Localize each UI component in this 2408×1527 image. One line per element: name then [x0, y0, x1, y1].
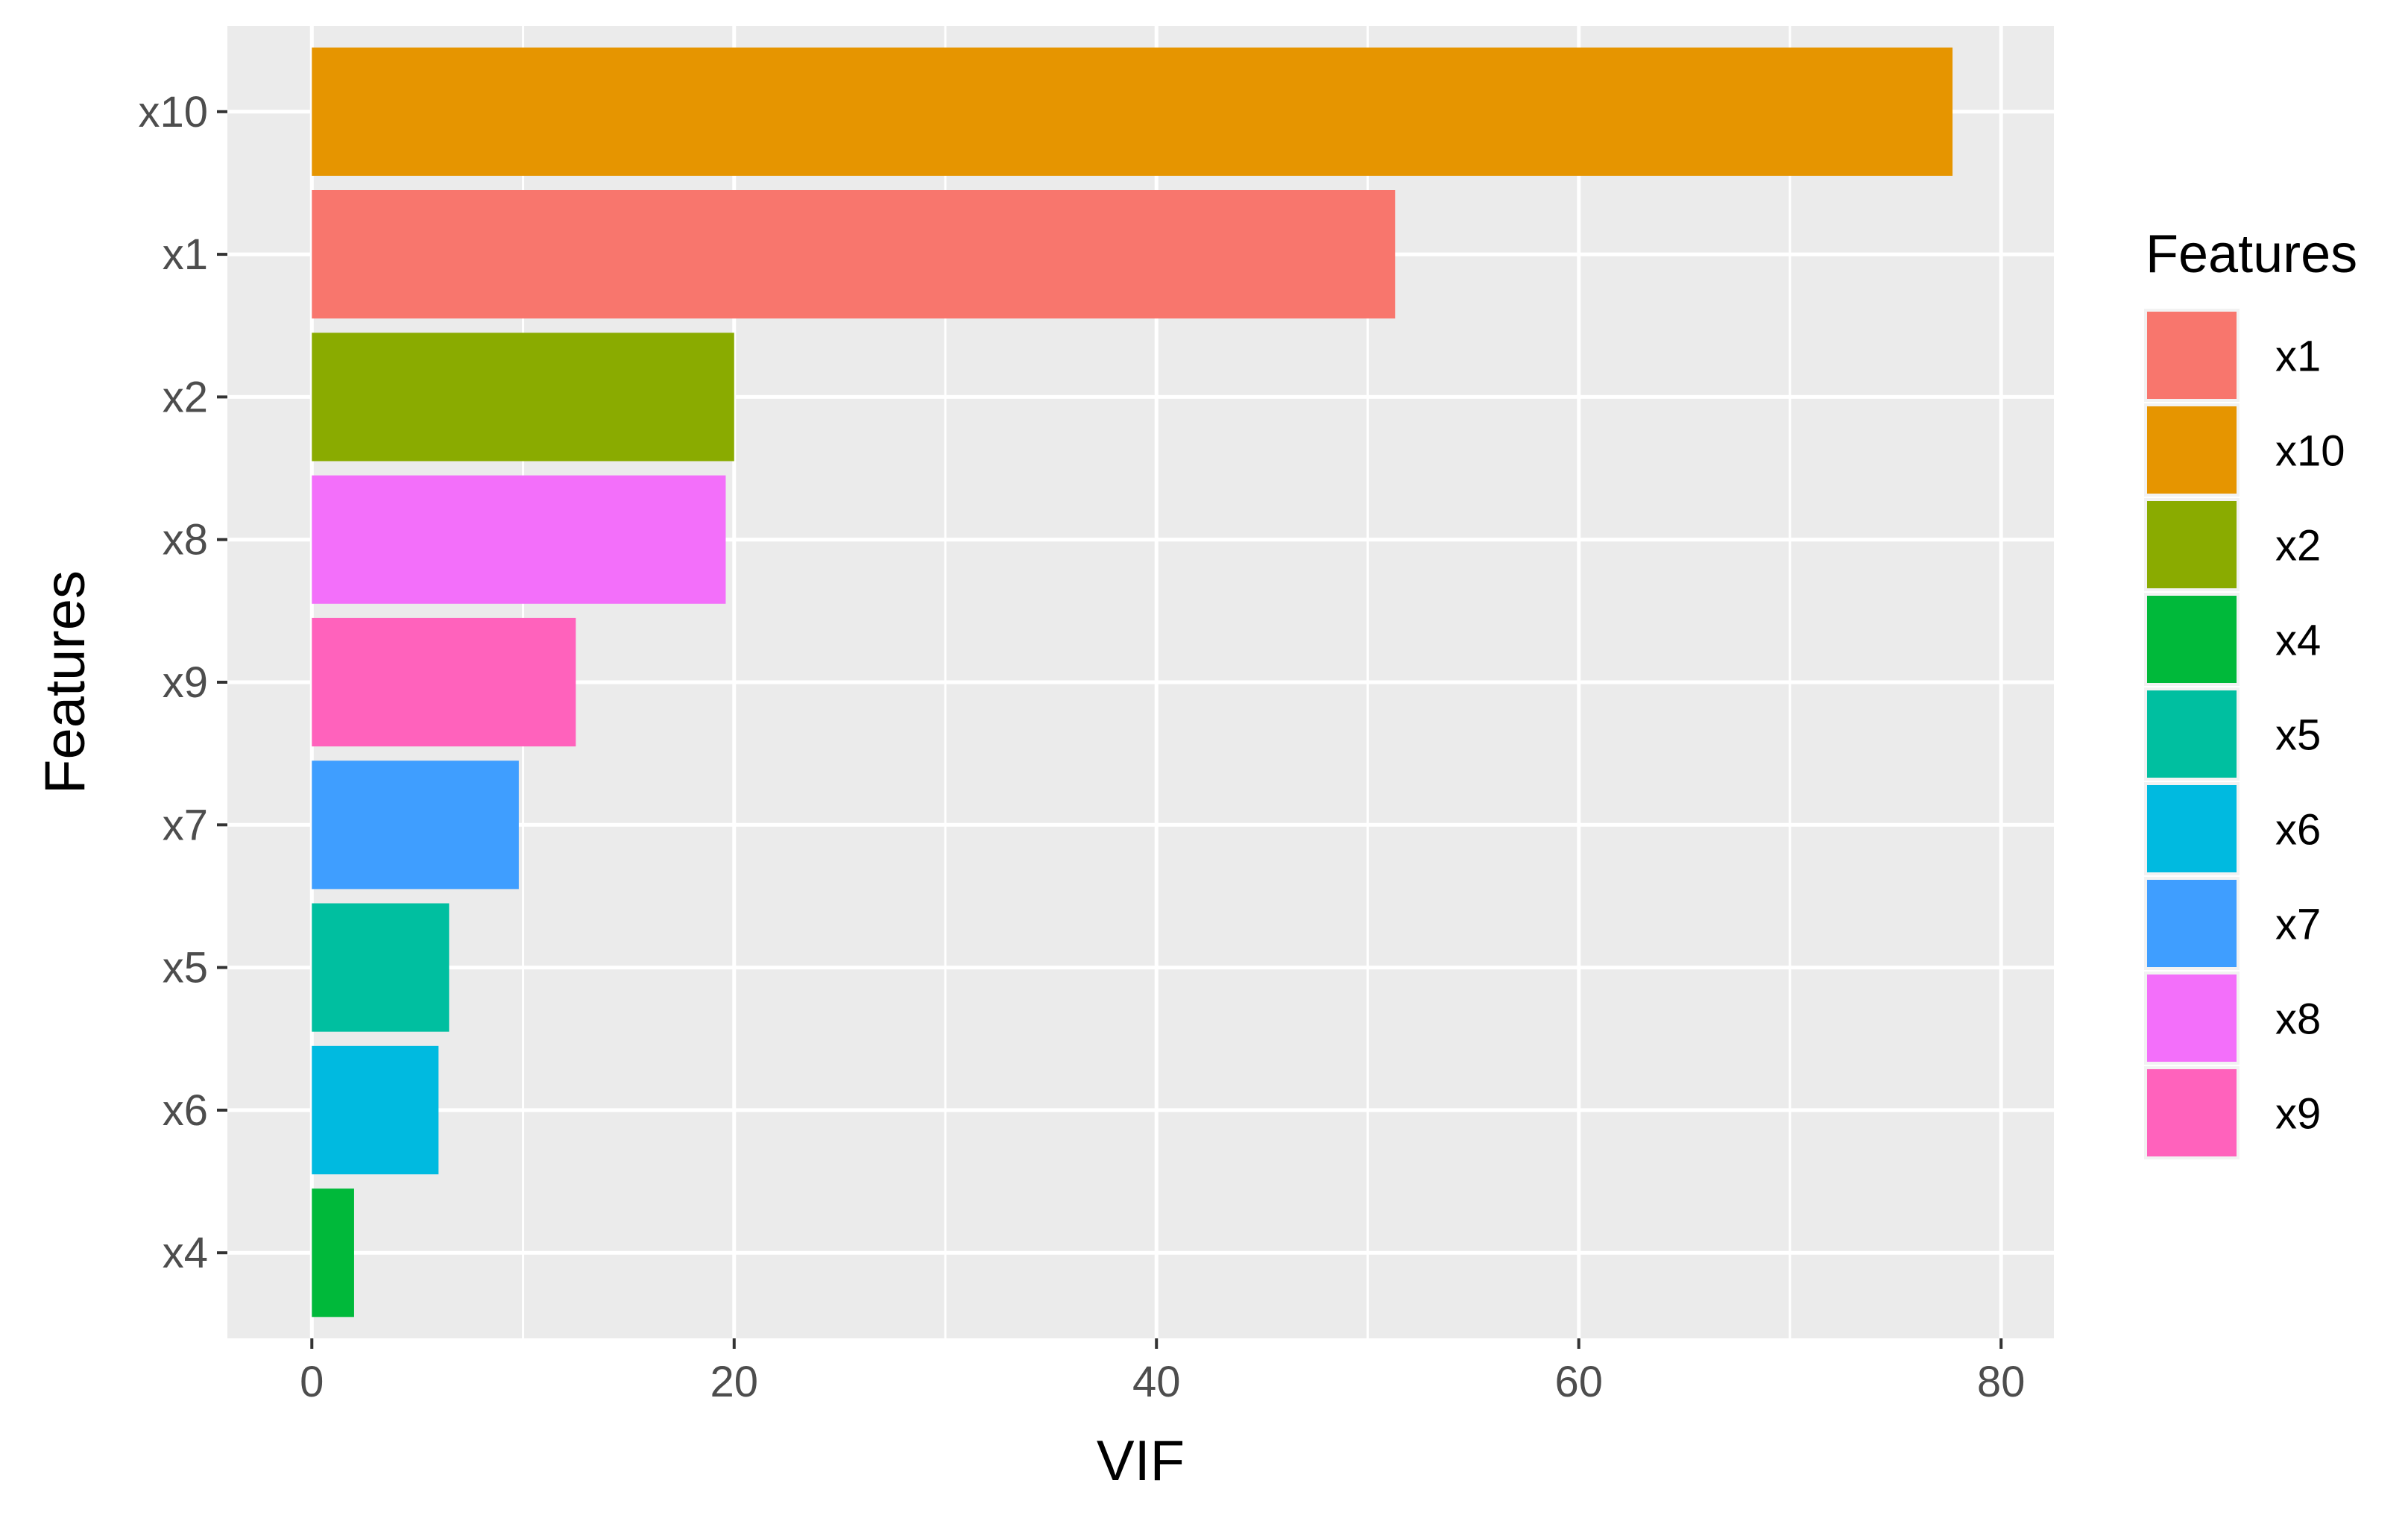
x-tick-label: 60 — [1554, 1358, 1603, 1406]
legend-label: x10 — [2275, 427, 2345, 476]
bar-x4 — [312, 1188, 354, 1317]
x-tick-label: 80 — [1977, 1358, 2026, 1406]
y-tick-label: x1 — [163, 230, 208, 279]
legend-label: x5 — [2275, 711, 2321, 760]
y-axis: x10 x1 x2 x8 x9 x7 x5 x6 x4 — [138, 88, 227, 1277]
y-tick-label: x4 — [163, 1229, 208, 1277]
legend-label: x9 — [2275, 1090, 2321, 1139]
bar-x2 — [312, 333, 734, 462]
x-tick-label: 20 — [710, 1358, 759, 1406]
legend-title: Features — [2146, 224, 2357, 284]
legend-swatch-x10 — [2147, 406, 2237, 494]
x-axis-title: VIF — [1097, 1429, 1185, 1493]
y-tick-label: x9 — [163, 658, 208, 707]
legend-swatch-x6 — [2147, 785, 2237, 872]
bar-x5 — [312, 903, 450, 1032]
y-tick-label: x7 — [163, 801, 208, 849]
bar-x6 — [312, 1045, 439, 1174]
bar-x9 — [312, 617, 576, 747]
bar-x8 — [312, 475, 726, 604]
legend-swatch-x7 — [2147, 880, 2237, 967]
legend-swatch-x1 — [2147, 312, 2237, 399]
bar-x7 — [312, 761, 519, 890]
y-tick-label: x5 — [163, 944, 208, 992]
x-tick-label: 0 — [300, 1358, 324, 1406]
legend: Features x1 x10 x2 x4 x5 x6 x7 x8 x9 — [2144, 224, 2357, 1159]
bar-x1 — [312, 190, 1396, 319]
legend-label: x8 — [2275, 995, 2321, 1044]
x-tick-label: 40 — [1132, 1358, 1181, 1406]
y-tick-label: x2 — [163, 373, 208, 421]
legend-label: x2 — [2275, 522, 2321, 570]
y-tick-label: x10 — [138, 88, 208, 136]
y-axis-title: Features — [34, 570, 97, 794]
y-tick-label: x6 — [163, 1086, 208, 1135]
legend-swatch-x9 — [2147, 1069, 2237, 1156]
bar-x10 — [312, 47, 1953, 176]
legend-swatch-x4 — [2147, 596, 2237, 683]
legend-label: x6 — [2275, 806, 2321, 854]
bars — [312, 47, 1953, 1317]
legend-label: x4 — [2275, 617, 2321, 665]
legend-label: x7 — [2275, 901, 2321, 949]
legend-swatch-x5 — [2147, 690, 2237, 778]
legend-swatch-x8 — [2147, 975, 2237, 1062]
y-tick-label: x8 — [163, 516, 208, 564]
legend-swatch-x2 — [2147, 501, 2237, 588]
legend-label: x1 — [2275, 333, 2321, 381]
x-axis: 0 20 40 60 80 — [300, 1338, 2025, 1406]
